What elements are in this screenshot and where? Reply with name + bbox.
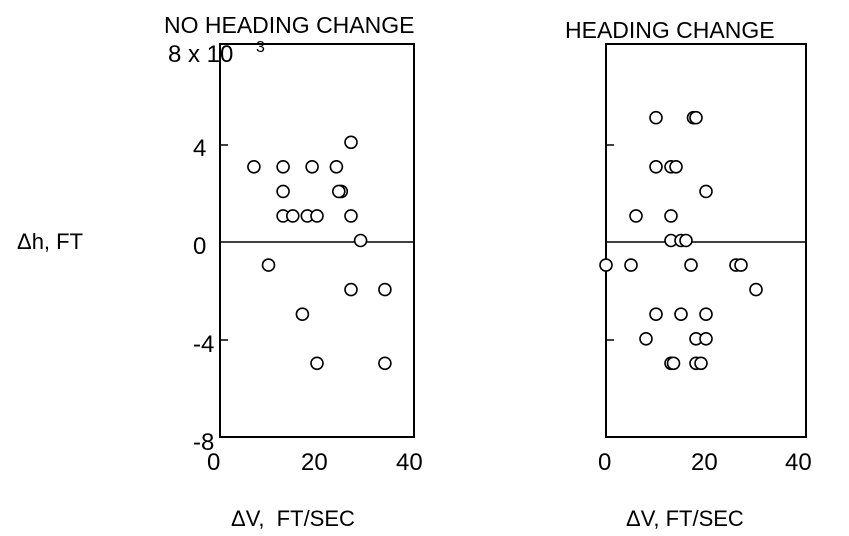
data-point xyxy=(310,209,324,223)
x-tick-label: 40 xyxy=(396,449,423,476)
data-point xyxy=(276,160,290,174)
data-point xyxy=(344,209,358,223)
chart-title-right: HEADING CHANGE xyxy=(565,17,775,43)
y-tick-label: 4 xyxy=(193,135,206,162)
x-tick-label: 20 xyxy=(301,449,328,476)
data-point xyxy=(684,258,698,272)
data-point xyxy=(666,356,681,371)
data-point xyxy=(378,282,392,297)
y-tick-label: 0 xyxy=(193,233,206,260)
chart-title-left: NO HEADING CHANGE xyxy=(164,12,414,38)
y-tick-label: -4 xyxy=(193,331,214,358)
data-point xyxy=(694,356,708,371)
x-tick-label: 20 xyxy=(691,449,718,476)
x-axis-label-right: ΔV, FT/SEC xyxy=(626,506,744,531)
panel-heading-change: HEADING CHANGE 0 20 40 ΔV, FT/SEC xyxy=(565,17,812,531)
x-tick-label: 40 xyxy=(785,449,812,476)
y-tick-label: 8 x 10 xyxy=(168,41,233,68)
plot-frame-right xyxy=(605,43,807,438)
data-point xyxy=(378,356,392,371)
panel-no-heading-change: NO HEADING CHANGE -8 -4 0 4 8 x 10 3 0 2… xyxy=(17,12,423,531)
data-point xyxy=(629,209,643,223)
data-point xyxy=(329,160,344,174)
x-tick-label: 0 xyxy=(207,449,220,476)
data-point xyxy=(353,233,368,248)
data-point xyxy=(649,110,663,125)
data-point xyxy=(649,160,663,174)
data-point xyxy=(734,258,748,272)
data-point xyxy=(669,160,683,174)
data-point xyxy=(624,258,638,272)
data-point xyxy=(689,110,703,125)
scatter-points-left xyxy=(247,135,392,371)
data-point xyxy=(649,307,663,322)
data-point xyxy=(247,160,261,174)
y-tick-label: -8 xyxy=(193,429,214,456)
data-point xyxy=(674,307,688,322)
data-point xyxy=(331,184,346,199)
data-point xyxy=(344,135,358,150)
data-point xyxy=(679,233,693,248)
data-point xyxy=(261,258,276,272)
data-point xyxy=(699,307,713,322)
y-scale-exponent: 3 xyxy=(256,39,265,56)
data-point xyxy=(305,160,319,174)
x-tick-label: 0 xyxy=(598,449,611,476)
data-point xyxy=(699,184,713,199)
data-point xyxy=(664,209,678,223)
data-point xyxy=(699,331,713,346)
data-point xyxy=(295,307,310,322)
data-point xyxy=(310,356,324,371)
data-point xyxy=(344,282,358,297)
data-point xyxy=(749,282,763,297)
plot-frame-left xyxy=(219,43,415,438)
y-axis-label: Δh, FT xyxy=(17,229,83,254)
data-point xyxy=(639,331,653,346)
x-axis-label-left: ΔV, FT/SEC xyxy=(231,506,355,531)
data-point xyxy=(599,258,613,272)
data-point xyxy=(285,209,300,223)
data-point xyxy=(276,184,290,199)
scatter-points-right xyxy=(599,110,763,371)
